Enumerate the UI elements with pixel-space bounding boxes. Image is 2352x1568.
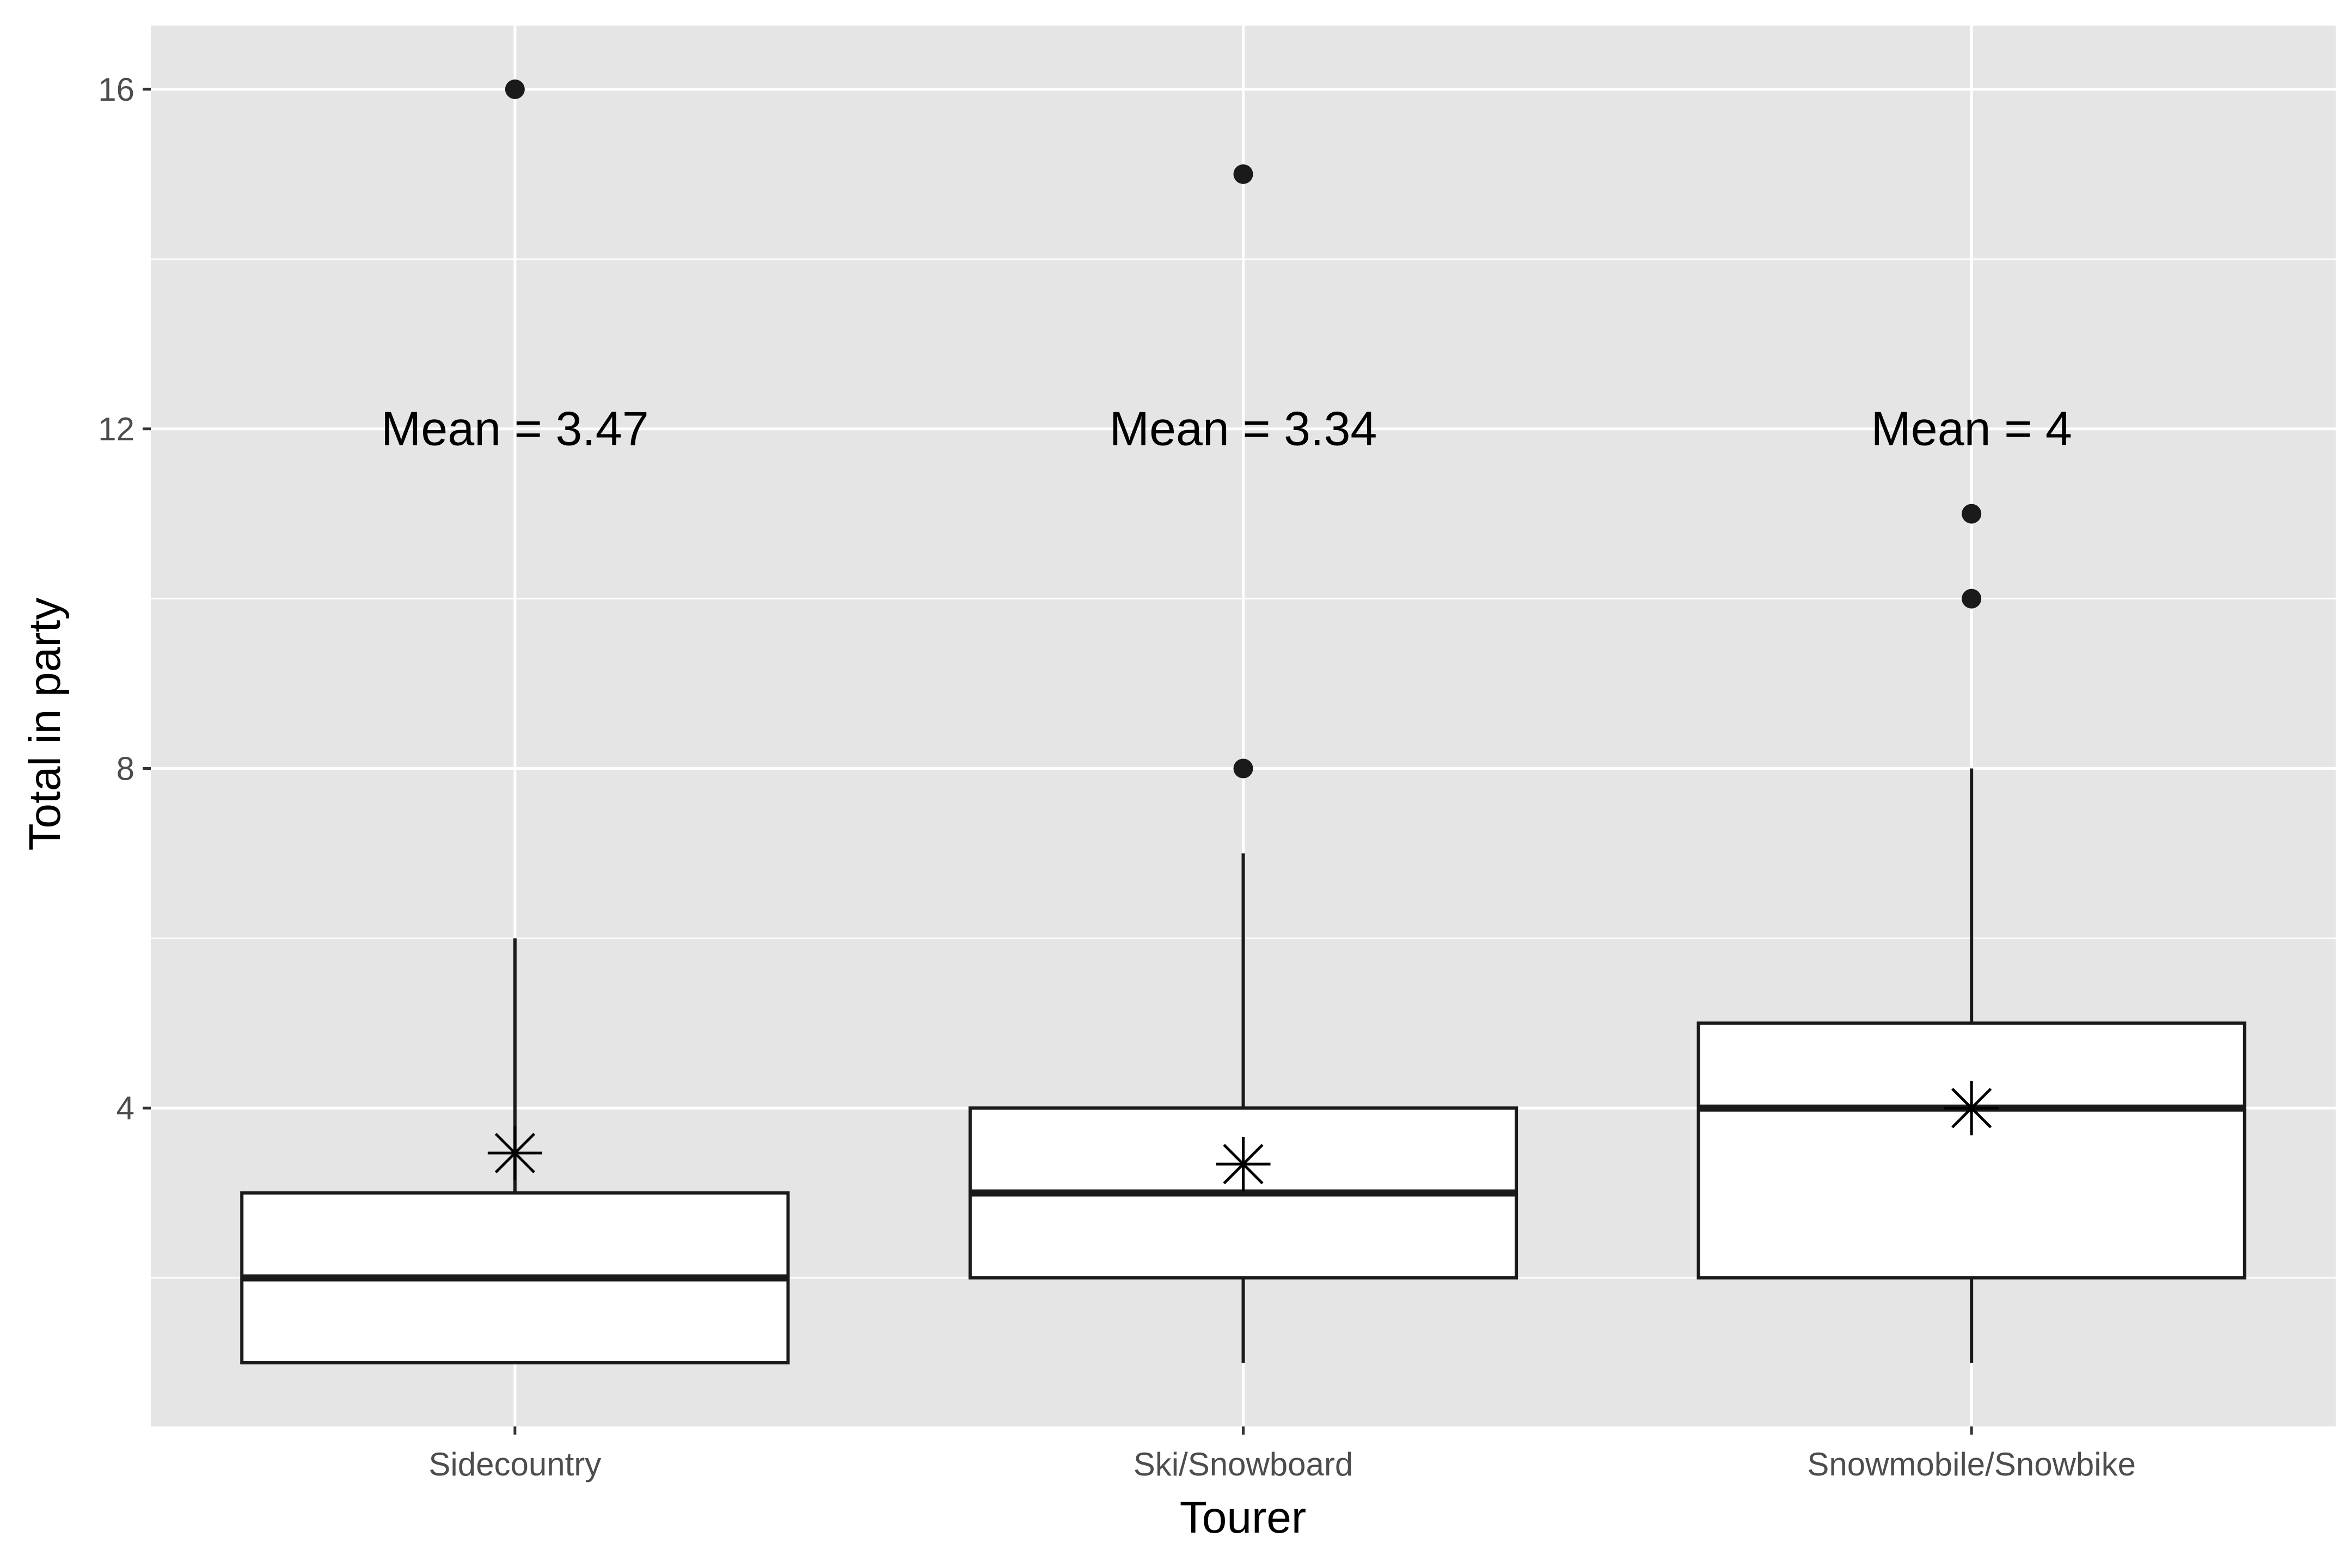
x-axis-title: Tourer xyxy=(1180,1493,1306,1542)
box-body xyxy=(1696,1021,2246,1280)
y-axis-title: Total in party xyxy=(20,598,70,851)
y-tick-label: 4 xyxy=(117,1090,134,1126)
box-group xyxy=(240,79,790,1365)
y-axis: 4 8 12 16 xyxy=(98,71,151,1126)
x-axis: Sidecountry Ski/Snowboard Snowmobile/Snowb… xyxy=(428,1426,2136,1483)
x-tick-label: Snowmobile/Snowbike xyxy=(1807,1446,2136,1483)
outlier-point xyxy=(1962,589,1982,609)
box-group xyxy=(968,164,1518,1363)
y-tick-label: 16 xyxy=(98,71,134,108)
mean-marker-stroke xyxy=(1223,1144,1264,1185)
x-tick-label: Sidecountry xyxy=(428,1446,601,1483)
outlier-point xyxy=(1233,164,1253,184)
outlier-point xyxy=(1962,504,1982,524)
mean-labels-layer: Mean = 3.47 Mean = 3.34 Mean = 4 xyxy=(381,402,2072,456)
outlier-point xyxy=(505,79,525,99)
mean-label: Mean = 3.47 xyxy=(381,402,649,456)
mean-marker-stroke xyxy=(494,1132,535,1173)
outlier-point xyxy=(1233,758,1253,779)
x-tick-label: Ski/Snowboard xyxy=(1134,1446,1353,1483)
mean-marker-stroke xyxy=(1951,1088,1992,1129)
box-group xyxy=(1696,504,2246,1363)
y-tick-label: 12 xyxy=(98,411,134,448)
mean-marker xyxy=(1944,1081,1999,1136)
boxes-layer xyxy=(240,79,2246,1365)
mean-label: Mean = 4 xyxy=(1871,402,2072,456)
mean-marker xyxy=(487,1125,542,1180)
mean-label: Mean = 3.34 xyxy=(1110,402,1377,456)
mean-marker xyxy=(1216,1137,1271,1192)
y-tick-label: 8 xyxy=(117,750,134,787)
